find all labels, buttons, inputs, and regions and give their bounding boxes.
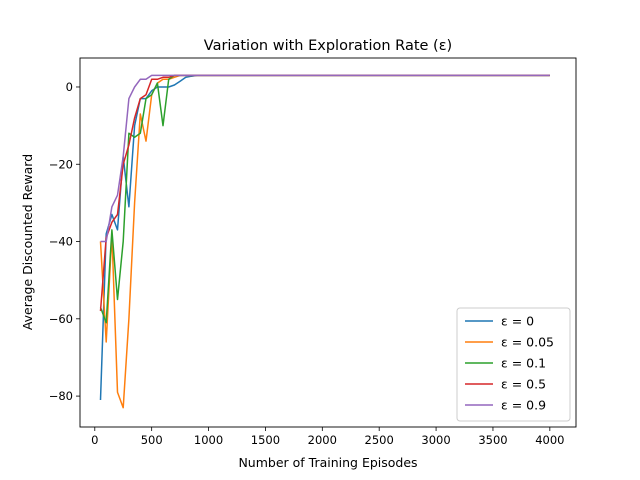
- chart-title: Variation with Exploration Rate (ε): [204, 38, 452, 54]
- series-line-4: [100, 74, 550, 243]
- x-tick-label: 3500: [478, 433, 507, 447]
- legend: ε = 0 ε = 0.05 ε = 0.1 ε = 0.5 ε = 0.9: [456, 307, 571, 422]
- legend-label: ε = 0.1: [501, 356, 546, 371]
- x-tick-label: 1500: [251, 433, 280, 447]
- x-tick-label: 0: [91, 433, 98, 447]
- x-tick-label: 4000: [535, 433, 564, 447]
- y-tick-label: −40: [49, 235, 73, 249]
- legend-label: ε = 0.5: [501, 377, 546, 392]
- x-tick-label: 500: [141, 433, 163, 447]
- x-tick-label: 1000: [194, 433, 223, 447]
- legend-box: [456, 307, 571, 422]
- y-tick-label: 0: [66, 80, 73, 94]
- y-tick-label: −60: [49, 312, 73, 326]
- y-tick-label: −20: [49, 157, 73, 171]
- y-axis-label: Average Discounted Reward: [20, 154, 35, 330]
- plot-frame: [79, 57, 577, 428]
- x-tick-label: 2000: [308, 433, 337, 447]
- y-tick-label: −80: [49, 389, 73, 403]
- x-axis-label: Number of Training Episodes: [238, 455, 417, 470]
- x-tick-label: 3000: [421, 433, 450, 447]
- legend-label: ε = 0.9: [501, 398, 546, 413]
- legend-label: ε = 0: [501, 314, 534, 329]
- x-tick-label: 2500: [365, 433, 394, 447]
- legend-label: ε = 0.05: [501, 335, 554, 350]
